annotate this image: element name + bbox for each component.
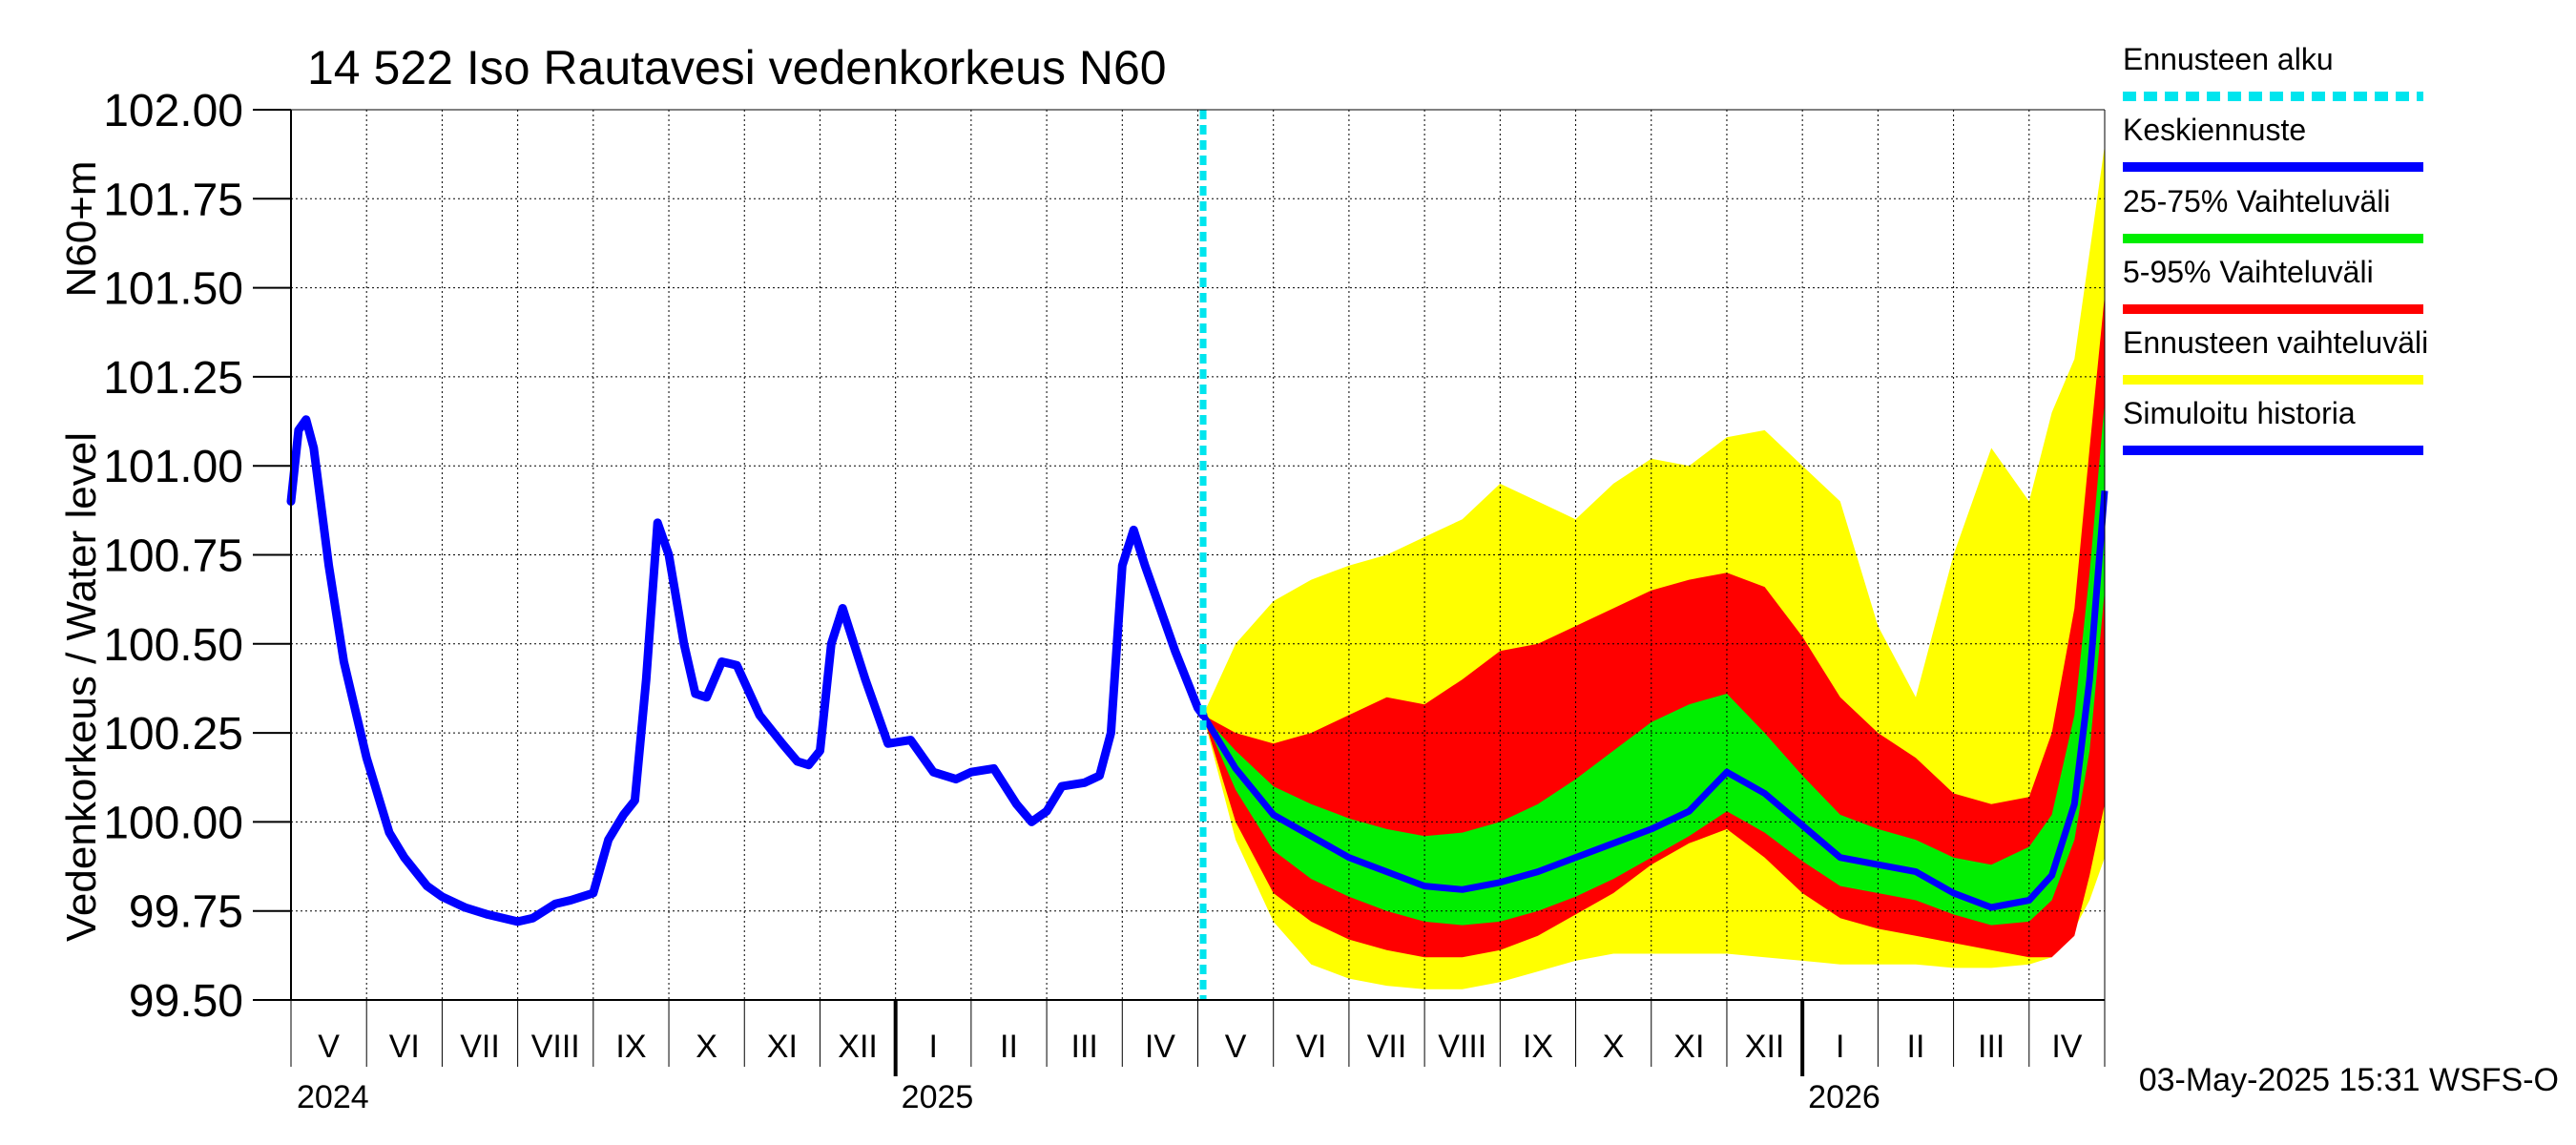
y-axis-label: Vedenkorkeus / Water level [58,432,105,942]
y-tick-label: 100.75 [103,531,243,582]
x-month-label: V [1225,1029,1247,1065]
median-forecast-line [1200,490,2109,911]
x-month-label: VIII [531,1029,580,1065]
chart-title: 14 522 Iso Rautavesi vedenkorkeus N60 [307,41,1167,94]
x-month-label: IV [2051,1029,2082,1065]
band-25-75 [1203,402,2105,926]
x-month-label: II [1907,1029,1925,1065]
y-tick-label: 101.00 [103,442,243,492]
x-month-label: I [929,1029,938,1065]
y-tick-label: 99.75 [129,887,243,938]
grid-lines [291,110,2105,1000]
y-tick-label: 100.50 [103,620,243,671]
x-month-label: VI [1296,1029,1326,1065]
y-tick-label: 102.00 [103,86,243,136]
x-month-label: IX [615,1029,646,1065]
x-month-label: VII [460,1029,500,1065]
x-month-label: VII [1367,1029,1407,1065]
legend-label: Ennusteen vaihteluväli [2123,325,2428,360]
legend-label: 5-95% Vaihteluväli [2123,255,2374,289]
legend-label: Ennusteen alku [2123,42,2334,76]
x-year-label: 2026 [1808,1079,1880,1115]
y-tick-label: 101.50 [103,264,243,315]
x-year-label: 2025 [902,1079,974,1115]
x-month-label: X [1603,1029,1625,1065]
history-line [286,415,1208,926]
x-year-label: 2024 [297,1079,369,1115]
footer-timestamp: 03-May-2025 15:31 WSFS-O [2139,1062,2559,1098]
x-month-label: IV [1145,1029,1175,1065]
x-month-label: III [1978,1029,2005,1065]
x-month-label: VI [389,1029,420,1065]
data-lines [286,110,2109,1000]
x-month-label: XII [838,1029,878,1065]
legend-label: Simuloitu historia [2123,396,2356,430]
x-month-label: III [1071,1029,1098,1065]
axes: 102.00 101.75 101.50 101.25 101.00 100.75 100.… [103,86,2106,1115]
band-5-95 [1203,295,2105,958]
x-month-label: XI [1673,1029,1704,1065]
y-tick-label: 101.25 [103,353,243,404]
forecast-bands [1203,145,2105,989]
x-month-label: VIII [1438,1029,1486,1065]
y-tick-label: 100.25 [103,709,243,760]
x-month-label: I [1836,1029,1844,1065]
x-month-label: XI [767,1029,798,1065]
x-month-label: IX [1523,1029,1553,1065]
legend: Ennusteen alku Keskiennuste 25-75% Vaihtel… [2123,42,2428,455]
y-tick-label: 99.50 [129,976,243,1027]
x-month-label: II [1000,1029,1018,1065]
y-axis-unit-label: N60+m [58,160,105,297]
y-tick-label: 101.75 [103,175,243,225]
x-month-label: XII [1745,1029,1785,1065]
y-tick-label: 100.00 [103,798,243,848]
legend-label: 25-75% Vaihteluväli [2123,184,2390,219]
x-month-label: V [318,1029,340,1065]
legend-label: Keskiennuste [2123,113,2306,147]
x-month-label: X [696,1029,717,1065]
